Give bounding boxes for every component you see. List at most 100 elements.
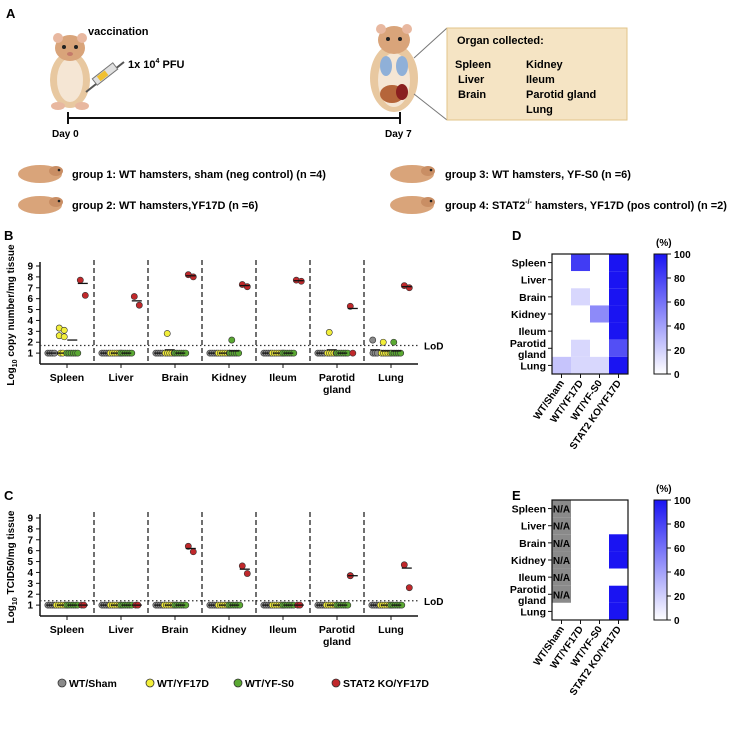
colorbar-tick-label: 100	[674, 496, 691, 507]
heatmap-frame	[551, 499, 629, 621]
na-label: N/A	[553, 539, 570, 550]
heatmap-cell	[609, 500, 628, 518]
row-label: gland	[518, 595, 546, 607]
data-point	[379, 338, 387, 346]
heatmap-cell	[552, 356, 571, 374]
x-tick-label: Brain	[162, 624, 189, 636]
data-point	[243, 283, 251, 291]
data-point	[238, 562, 246, 570]
organ-brain: Brain	[458, 89, 486, 101]
legend-label: STAT2 KO/YF17D	[343, 678, 429, 690]
heatmap-cell-na	[552, 517, 571, 535]
colorbar-tick-label: 40	[674, 322, 686, 333]
callout-line-top	[413, 27, 448, 59]
y-tick-label: 5	[27, 557, 33, 568]
heatmap-cell	[571, 500, 590, 518]
data-point	[189, 548, 197, 556]
y-axis-label: Log10 copy number/mg tissue	[6, 244, 19, 386]
heatmap-cell	[552, 339, 571, 357]
hamster-icon	[50, 33, 90, 110]
heatmap-cell-na	[552, 585, 571, 603]
panel-label-c: C	[4, 488, 14, 503]
row-label: Brain	[519, 292, 546, 304]
heatmap-cell	[590, 568, 609, 586]
row-label: Liver	[521, 521, 546, 533]
y-tick-label: 4	[27, 568, 33, 579]
y-tick-label: 6	[27, 294, 33, 305]
y-tick-label: 9	[27, 514, 33, 525]
heatmap-cell-na	[552, 551, 571, 569]
legend-marker	[331, 678, 341, 688]
hamster-group-icon-3	[390, 165, 435, 183]
heatmap-cell	[571, 568, 590, 586]
data-point	[74, 349, 82, 357]
organ-spleen: Spleen	[455, 59, 491, 71]
heatmap-cell	[609, 305, 628, 323]
heatmap-cell	[590, 517, 609, 535]
heatmap-cell	[571, 602, 590, 620]
y-tick-label: 6	[27, 546, 33, 557]
heatmap-cell	[590, 602, 609, 620]
data-point	[325, 329, 333, 336]
data-point	[405, 584, 413, 592]
data-point	[76, 276, 84, 284]
group-2-label: group 2: WT hamsters,YF17D (n =6)	[72, 200, 258, 212]
legend-label: WT/Sham	[69, 678, 117, 690]
hamster-group-icon-2	[18, 196, 63, 214]
heatmap-cell	[552, 305, 571, 323]
y-tick-label: 4	[27, 316, 33, 327]
row-label: Spleen	[512, 258, 546, 270]
heatmap-cell	[590, 585, 609, 603]
heatmap-cell	[590, 500, 609, 518]
panel-label-d: D	[512, 228, 521, 243]
heatmap-cell	[552, 254, 571, 272]
organ-box	[446, 27, 628, 121]
data-point	[405, 284, 413, 292]
heatmap-cell	[552, 602, 571, 620]
colorbar-tick-label: 0	[674, 370, 680, 381]
heatmap-frame	[551, 253, 629, 375]
heatmap-cell-na	[552, 534, 571, 552]
colorbar-unit: (%)	[656, 238, 672, 249]
heatmap-cell	[590, 356, 609, 374]
heatmap-cell	[609, 339, 628, 357]
y-tick-label: 2	[27, 338, 33, 349]
y-tick-label: 8	[27, 272, 33, 283]
heatmap-cell	[571, 288, 590, 306]
heatmap-cell	[571, 517, 590, 535]
row-label: Brain	[519, 538, 546, 550]
x-tick-label: Liver	[108, 372, 133, 384]
hamster-organs-icon	[370, 24, 418, 112]
colorbar-tick-label: 80	[674, 274, 686, 285]
data-point	[60, 333, 68, 341]
x-tick-label: Parotid	[319, 372, 355, 384]
heatmap-cell	[609, 568, 628, 586]
x-tick-label: Ileum	[269, 624, 296, 636]
day0-label: Day 0	[52, 129, 79, 140]
na-label: N/A	[553, 573, 570, 584]
x-tick-label: Kidney	[211, 372, 246, 384]
heatmap-cell	[609, 585, 628, 603]
heatmap-cell	[609, 602, 628, 620]
colorbar-tick-label: 40	[674, 568, 686, 579]
vaccination-label: vaccination	[88, 26, 149, 38]
row-label: Ileum	[519, 572, 546, 584]
x-tick-label: Kidney	[211, 624, 246, 636]
legend: WT/Sham WT/YF17D WT/YF-S0 STAT2 KO/YF17D	[57, 678, 429, 690]
data-point	[400, 561, 408, 569]
heatmap-cell	[571, 356, 590, 374]
heatmap-cell	[571, 534, 590, 552]
organ-parotid: Parotid gland	[526, 89, 596, 101]
legend-marker	[57, 678, 67, 688]
colorbar-tick-label: 0	[674, 616, 680, 627]
colorbar-unit: (%)	[656, 484, 672, 495]
panel-label-b: B	[4, 228, 13, 243]
y-tick-label: 7	[27, 535, 33, 546]
x-tick-label: Brain	[162, 372, 189, 384]
heatmap-cell	[609, 288, 628, 306]
row-label: Kidney	[511, 309, 546, 321]
y-axis-label: Log10 TCID50/mg tissue	[6, 510, 19, 623]
heatmap-cell	[571, 585, 590, 603]
heatmap-cell	[552, 271, 571, 289]
x-tick-label: Ileum	[269, 372, 296, 384]
